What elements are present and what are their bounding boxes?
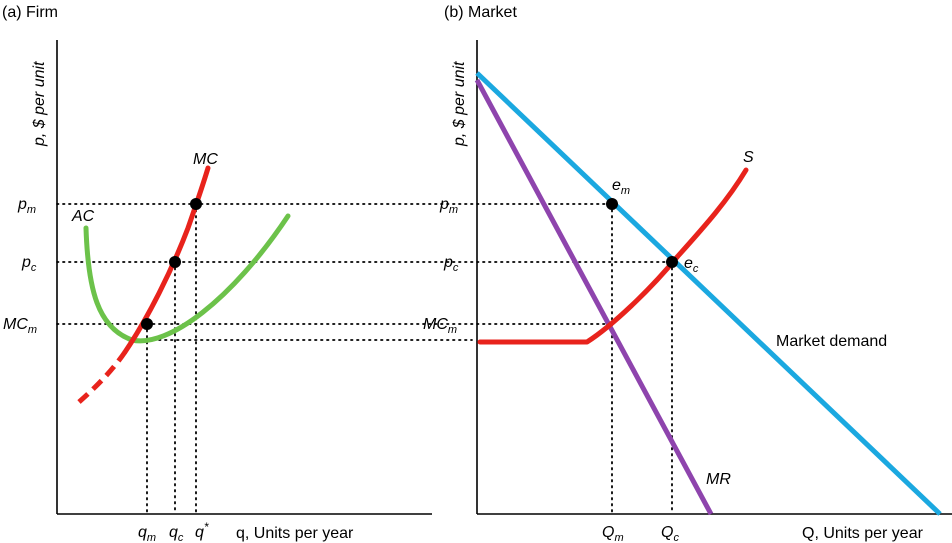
market-y-axis-label: p, $ per unit: [451, 61, 468, 147]
market-xtick-Qm: Qm: [602, 524, 624, 543]
mr-label: MR: [706, 471, 731, 488]
supply-curve: [477, 167, 749, 345]
firm-y-axis-label: p, $ per unit: [31, 61, 48, 147]
market-point-em: [606, 198, 618, 210]
mr-curve: [474, 78, 714, 516]
em-label: em: [612, 177, 630, 197]
mc-label: MC: [193, 151, 218, 168]
market-x-axis-label: Q, Units per year: [802, 525, 924, 542]
firm-ytick-mcm: MCm: [3, 316, 37, 336]
firm-xtick-qstar: q*: [195, 520, 209, 541]
ac-label: AC: [71, 208, 95, 225]
demand-label: Market demand: [776, 333, 887, 350]
firm-xtick-qm: qm: [138, 524, 156, 543]
firm-point-pm: [190, 198, 202, 210]
market-point-ec: [666, 256, 678, 268]
firm-point-mcm: [141, 318, 153, 330]
panel-b-title: (b) Market: [444, 4, 517, 21]
market-ytick-pc: pc: [443, 254, 459, 274]
firm-ytick-pc: pc: [21, 254, 37, 274]
firm-x-axis-label: q, Units per year: [236, 525, 354, 542]
firm-ytick-pm: pm: [17, 196, 36, 216]
market-ytick-pm: pm: [439, 196, 458, 216]
market-demand-curve: [475, 71, 942, 516]
market-xtick-Qc: Qc: [661, 524, 679, 543]
panel-market: (b) Market p, $ per unit Q, Units per ye…: [423, 4, 952, 543]
firm-xtick-qc: qc: [169, 524, 184, 543]
ac-curve: [83, 213, 291, 344]
ec-label: ec: [684, 255, 699, 275]
panel-firm: (a) Firm p, $ per unit q, Units per year…: [2, 4, 673, 543]
s-label: S: [743, 149, 754, 166]
mc-curve-dashed: [77, 350, 128, 404]
firm-point-pc: [169, 256, 181, 268]
panel-a-title: (a) Firm: [2, 4, 58, 21]
market-ytick-mcm: MCm: [423, 316, 457, 336]
